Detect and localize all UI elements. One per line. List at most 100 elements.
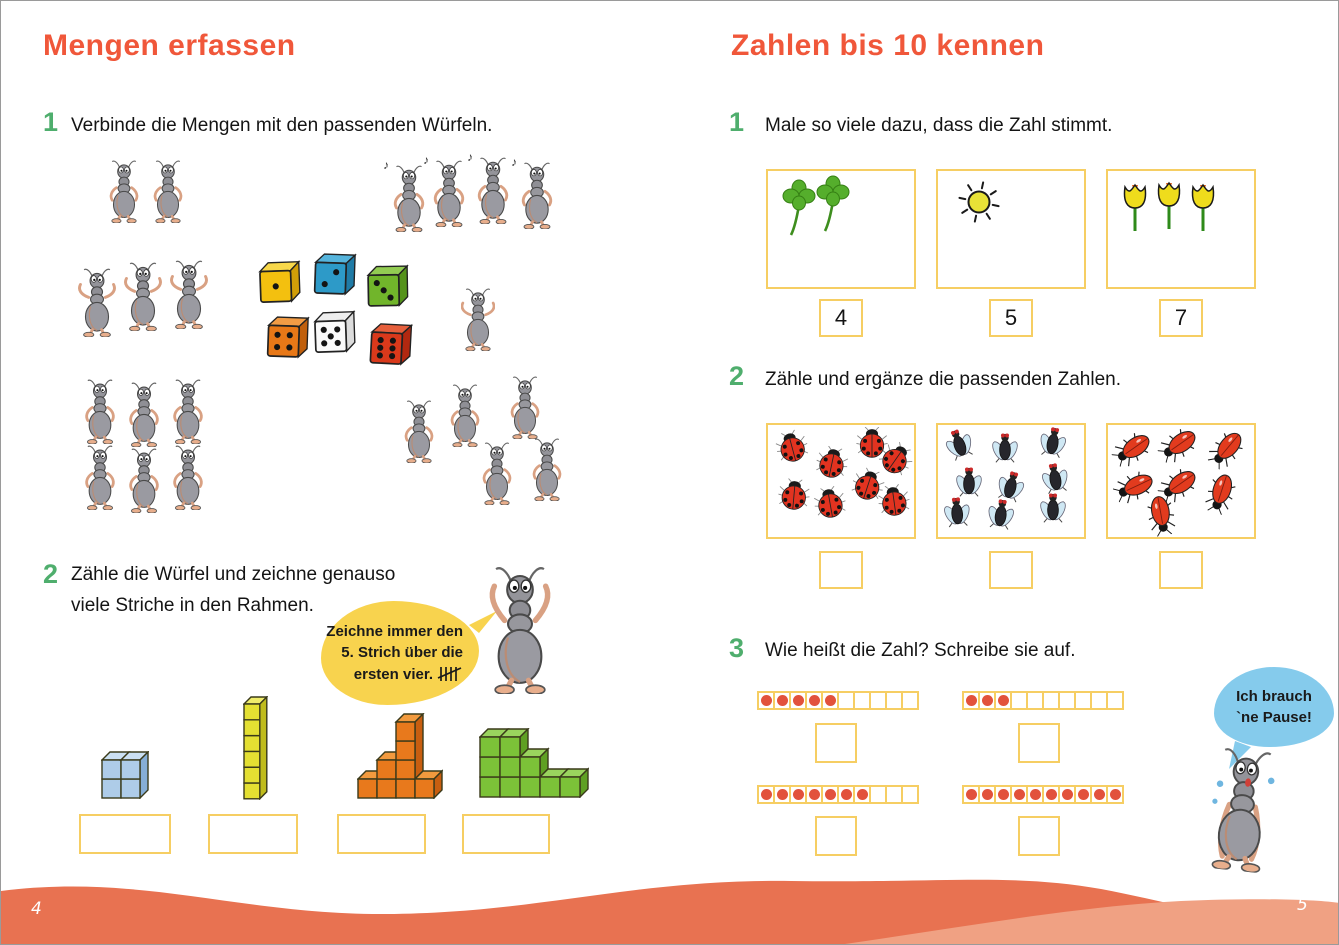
blue-die-2-icon [310, 250, 358, 298]
left-page-title: Mengen erfassen [43, 29, 296, 62]
counting-strip [962, 785, 1124, 804]
hint-bubble-line: Zeichne immer den [326, 623, 463, 640]
counting-dot [981, 789, 993, 800]
ladybug-icon [814, 485, 846, 519]
counting-dot [1013, 789, 1025, 800]
strip-cell [805, 691, 823, 710]
counting-dot [981, 695, 993, 706]
ant-icon: .a{stroke:#D9A183;stroke-width:3.2;fill:… [81, 378, 119, 444]
ladybug-icon [775, 429, 809, 463]
ant-icon: .a{stroke:#D9A183;stroke-width:3.2;fill:… [519, 161, 555, 229]
music-note-icon: ♪ [467, 150, 473, 164]
counting-dot [792, 789, 804, 800]
counting-strip [757, 785, 919, 804]
ant-icon: .a{stroke:#D9A183;stroke-width:3.2;fill:… [81, 444, 119, 510]
counting-dot [808, 789, 820, 800]
counting-dot [760, 789, 772, 800]
ant-icon: .a{stroke:#D9A183;stroke-width:3.2;fill:… [125, 447, 163, 513]
hint-bubble-line: 5. Strich über die [341, 644, 463, 661]
count-answer-box [989, 551, 1033, 589]
music-note-icon: ♪ [511, 155, 517, 169]
count-box-flies [936, 423, 1086, 539]
right-page-number: 5 [1297, 895, 1308, 915]
left-task1-number: 1 [43, 107, 59, 137]
ant-icon: .a{stroke:#D9A183;stroke-width:3.2;fill:… [529, 437, 565, 501]
counting-dot [824, 695, 836, 706]
ladybug-icon [878, 483, 910, 517]
ant-icon: .a{stroke:#D9A183;stroke-width:3.2;fill:… [475, 156, 511, 224]
target-number-box: 4 [819, 299, 863, 337]
counting-dot [1029, 789, 1041, 800]
red-die-6-icon [366, 320, 414, 368]
blue-cube-structure [101, 751, 149, 799]
music-note-icon: ♪ [383, 158, 389, 172]
ant-icon: .a{stroke:#D9A183;stroke-width:3.2;fill:… [479, 441, 515, 505]
counting-dot [1061, 789, 1073, 800]
counting-dot [1109, 789, 1121, 800]
ant-icon: .a{stroke:#D9A183;stroke-width:3.2;fill:… [107, 159, 141, 223]
right-page-title: Zahlen bis 10 kennen [731, 29, 1045, 62]
counting-dot [824, 789, 836, 800]
draw-box-sun [936, 169, 1086, 289]
right-task1-number: 1 [729, 107, 745, 137]
number-answer-box [815, 816, 857, 856]
pause-speech-bubble: Ich brauch `ne Pause! [1214, 667, 1334, 747]
draw-box-clover [766, 169, 916, 289]
pause-bubble-tail [1229, 741, 1251, 769]
left-task2-text-line1: Zähle die Würfel und zeichne genauso [71, 564, 396, 585]
ant-icon: .a{stroke:#D9A183;stroke-width:3.2;fill:… [151, 159, 185, 223]
music-note-icon: ♪ [423, 153, 429, 167]
draw-box-tulip [1106, 169, 1256, 289]
yellow-die-1-icon [255, 258, 303, 306]
hint-bubble-tail [469, 611, 497, 633]
fly-icon [1038, 425, 1068, 458]
firebug-icon [1206, 432, 1248, 470]
count-box-ladybugs [766, 423, 916, 539]
ant-icon: .a{stroke:#D9A183;stroke-width:3.2;fill:… [169, 378, 207, 444]
clover-icon [816, 175, 850, 233]
ant-icon: .a{stroke:#D9A183;stroke-width:3.2;fill:… [507, 375, 543, 439]
stroke-answer-frame [208, 814, 298, 854]
fly-icon [942, 495, 972, 528]
fly-icon [1040, 461, 1070, 494]
pause-bubble-line: `ne Pause! [1236, 709, 1312, 726]
count-answer-box [819, 551, 863, 589]
ant-icon: .a{stroke:#D9A183;stroke-width:3.2;fill:… [123, 261, 163, 331]
counting-dot [808, 695, 820, 706]
counting-dot [965, 695, 977, 706]
right-task2-text: Zähle und ergänze die passenden Zahlen. [765, 369, 1121, 390]
firebug-icon [1111, 433, 1154, 467]
ant-icon: .a{stroke:#D9A183;stroke-width:3.2;fill:… [169, 259, 209, 329]
strip-cell [962, 785, 980, 804]
counting-dot [965, 789, 977, 800]
left-task1-text: Verbinde die Mengen mit den passenden Wü… [71, 115, 493, 136]
ladybug-icon [856, 427, 888, 459]
ant-icon: .a{stroke:#D9A183;stroke-width:3.2;fill:… [447, 383, 483, 447]
ant-icon: .a{stroke:#D9A183;stroke-width:3.2;fill:… [461, 287, 495, 351]
number-answer-box [1018, 816, 1060, 856]
white-die-5-icon [310, 308, 358, 356]
counting-dot [840, 789, 852, 800]
right-task2-number: 2 [729, 361, 745, 391]
yellow-cube-structure [243, 696, 268, 800]
ant-icon: .a{stroke:#D9A183;stroke-width:3.2;fill:… [77, 267, 117, 337]
ladybug-icon [816, 445, 849, 479]
target-number-box: 7 [1159, 299, 1203, 337]
fly-icon [944, 427, 974, 461]
stroke-answer-frame [462, 814, 550, 854]
count-answer-box [1159, 551, 1203, 589]
ladybug-icon [778, 478, 810, 511]
ant-icon: .a{stroke:#D9A183;stroke-width:3.2;fill:… [125, 381, 163, 447]
strip-cell [901, 785, 919, 804]
right-task1-text: Male so viele dazu, dass die Zahl stimmt… [765, 115, 1113, 136]
left-page-number: 4 [31, 899, 42, 919]
right-task3-number: 3 [729, 633, 745, 663]
ant-icon: .a{stroke:#D9A183;stroke-width:3.2;fill:… [391, 164, 427, 232]
firebug-icon [1140, 496, 1182, 537]
left-task2-text-line2: viele Striche in den Rahmen. [71, 595, 314, 616]
fly-icon [1038, 491, 1068, 524]
right-task3-text: Wie heißt die Zahl? Schreibe sie auf. [765, 640, 1076, 661]
stroke-answer-frame [79, 814, 171, 854]
ant-icon: .a{stroke:#D9A183;stroke-width:3.2;fill:… [169, 444, 207, 510]
